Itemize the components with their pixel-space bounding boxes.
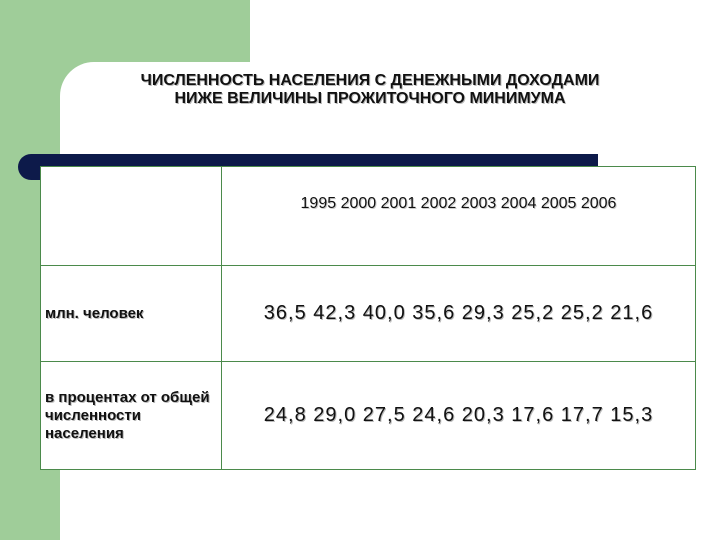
row-label-percent: в процентах от общей численности населен… [40, 361, 222, 470]
table-cell: 17,7 [560, 404, 604, 426]
year-2003: 2003 [460, 195, 497, 212]
table-cell: 29,0 [313, 404, 357, 426]
table-cell: 27,5 [362, 404, 406, 426]
year-2005: 2005 [540, 195, 577, 212]
title-line-2: НИЖЕ ВЕЛИЧИНЫ ПРОЖИТОЧНОГО МИНИМУМА [174, 90, 566, 107]
table-cell: 35,6 [412, 302, 456, 324]
year-2000: 2000 [340, 195, 377, 212]
title-line-1: ЧИСЛЕННОСТЬ НАСЕЛЕНИЯ С ДЕНЕЖНЫМИ ДОХОДА… [140, 72, 600, 89]
table-cell: 40,0 [362, 302, 406, 324]
year-2004: 2004 [500, 195, 537, 212]
years-header-cell: 1995 2000 2001 2002 2003 2004 2005 2006 [221, 166, 696, 266]
year-2002: 2002 [420, 195, 457, 212]
table-row: млн. человек 36,5 42,3 40,0 35,6 29,3 25… [40, 265, 696, 362]
table-cell: 17,6 [511, 404, 555, 426]
row-values-millions: 36,5 42,3 40,0 35,6 29,3 25,2 25,2 21,6 [221, 265, 696, 362]
row-label-millions: млн. человек [40, 265, 222, 362]
table-cell: 24,8 [263, 404, 307, 426]
year-2006: 2006 [580, 195, 617, 212]
year-2001: 2001 [380, 195, 417, 212]
table-cell: 20,3 [461, 404, 505, 426]
row-values-percent: 24,8 29,0 27,5 24,6 20,3 17,6 17,7 15,3 [221, 361, 696, 470]
table-cell: 29,3 [461, 302, 505, 324]
year-1995: 1995 [300, 195, 337, 212]
table-cell: 24,6 [412, 404, 456, 426]
table-corner-cell [40, 166, 222, 266]
table-cell: 42,3 [313, 302, 357, 324]
table-row: в процентах от общей численности населен… [40, 361, 696, 470]
table-cell: 25,2 [560, 302, 604, 324]
slide-title: ЧИСЛЕННОСТЬ НАСЕЛЕНИЯ С ДЕНЕЖНЫМИ ДОХОДА… [60, 72, 680, 108]
table-cell: 25,2 [511, 302, 555, 324]
table-header-row: 1995 2000 2001 2002 2003 2004 2005 2006 [40, 166, 696, 266]
table-cell: 15,3 [610, 404, 654, 426]
population-table: 1995 2000 2001 2002 2003 2004 2005 2006 … [40, 166, 696, 470]
table-cell: 36,5 [263, 302, 307, 324]
table-cell: 21,6 [610, 302, 654, 324]
